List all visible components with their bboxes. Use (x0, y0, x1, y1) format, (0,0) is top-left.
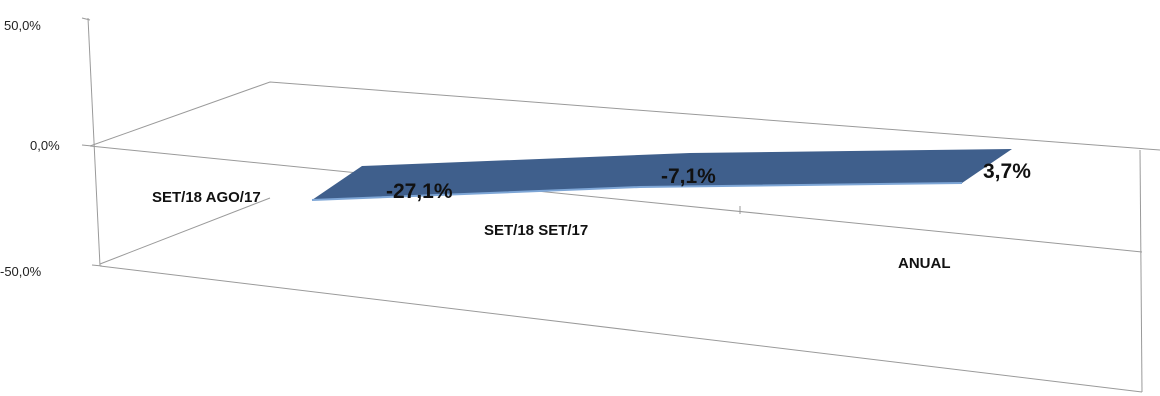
zero-plane-outline (89, 81, 1160, 151)
category-label-set18-set17: SET/18 SET/17 (484, 222, 588, 239)
data-label-set18-ago17: -27,1% (386, 180, 453, 203)
category-labels: SET/18 AGO/17 SET/18 SET/17 ANUAL (152, 189, 951, 272)
lower-plane-back (99, 197, 271, 265)
category-label-set18-ago17: SET/18 AGO/17 (152, 189, 261, 206)
area-front-edge (311, 182, 963, 201)
tick-mark-50 (81, 17, 91, 21)
bottom-plane-outline (99, 265, 1143, 393)
data-label-set18-set17: -7,1% (661, 165, 716, 188)
y-tick-label-neg50: -50,0% (0, 264, 42, 279)
vertical-axis-line (87, 17, 101, 267)
y-axis-labels: 50,0% 0,0% -50,0% (0, 18, 60, 279)
area-surface (312, 149, 1012, 200)
series-area (311, 149, 1012, 201)
right-edge-line (1139, 149, 1143, 393)
data-labels: -27,1% -7,1% 3,7% (386, 160, 1031, 203)
zero-plane-front (89, 145, 1143, 253)
tick-mark-neg50 (91, 264, 103, 267)
category-label-anual: ANUAL (898, 255, 951, 272)
plot-frame (81, 17, 1160, 393)
y-tick-label-0: 0,0% (30, 138, 60, 153)
y-tick-label-50: 50,0% (4, 18, 41, 33)
data-label-anual: 3,7% (983, 160, 1031, 183)
tick-mark-0 (81, 144, 93, 147)
